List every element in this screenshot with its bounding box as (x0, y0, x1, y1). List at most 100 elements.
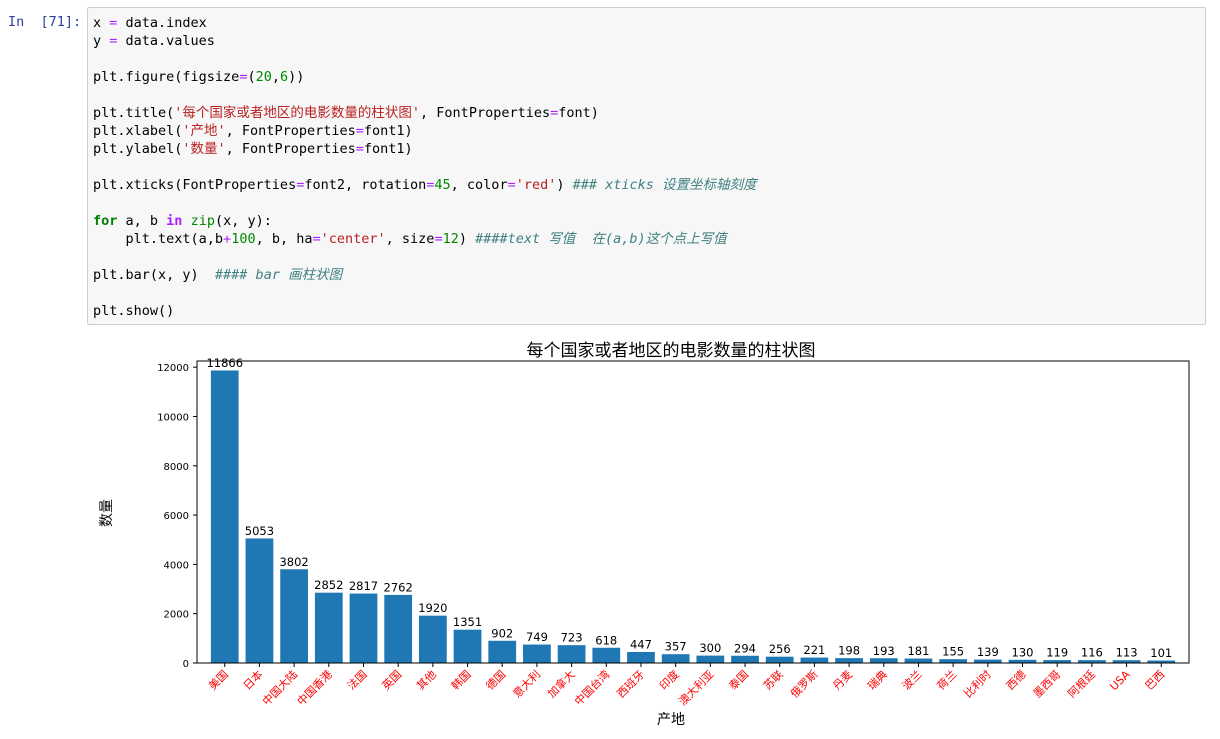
bar (765, 656, 794, 663)
bar-chart: 每个国家或者地区的电影数量的柱状图 产地 数量 0 2000 4000 6000 800… (99, 341, 1190, 728)
bar (869, 658, 898, 663)
bar (800, 657, 829, 663)
code-line-9: plt.text(a,b+100, b, ha='center', size=1… (93, 231, 727, 247)
code-line-5: plt.xlabel('产地', FontProperties=font1) (93, 123, 413, 139)
bar (314, 592, 343, 663)
bar (245, 538, 274, 663)
code-editor[interactable]: x = data.index y = data.values plt.figur… (93, 14, 757, 320)
x-tick-label: 墨西哥 (1031, 668, 1064, 701)
bar (280, 569, 308, 663)
cell-output: 每个国家或者地区的电影数量的柱状图 产地 数量 0 2000 4000 6000 800… (87, 330, 1207, 735)
value-label: 2817 (349, 579, 378, 593)
x-tick-label: 中国香港 (295, 668, 335, 708)
bar (904, 658, 933, 663)
x-tick-label: 印度 (656, 667, 681, 692)
bar (384, 594, 413, 663)
bar (1112, 660, 1141, 663)
x-tick-label: 澳大利亚 (675, 667, 716, 708)
bar (731, 655, 759, 663)
value-label: 193 (873, 644, 895, 658)
value-label: 155 (942, 645, 964, 659)
value-label: 113 (1116, 646, 1138, 660)
x-axis-label: 产地 (657, 712, 685, 728)
x-tick-label: 瑞典 (864, 667, 889, 692)
cell-prompt: In [71]: (8, 14, 82, 30)
y-tick-label: 4000 (164, 560, 189, 571)
code-line-4: plt.title('每个国家或者地区的电影数量的柱状图', FontPrope… (93, 105, 599, 121)
bar (696, 655, 725, 663)
bar (973, 659, 1002, 663)
bar (1043, 660, 1072, 663)
bar (592, 647, 621, 663)
y-axis: 0 2000 4000 6000 8000 10000 12000 (157, 363, 197, 670)
x-tick-label: 西德 (1003, 667, 1028, 692)
code-line-11: plt.show() (93, 303, 175, 319)
bar (453, 629, 482, 663)
bar (418, 615, 447, 663)
bar (1078, 660, 1106, 663)
value-label: 723 (561, 631, 583, 645)
value-label: 1920 (418, 601, 447, 615)
value-label: 749 (526, 630, 548, 644)
code-cell[interactable]: x = data.index y = data.values plt.figur… (87, 7, 1206, 325)
y-tick-label: 2000 (164, 610, 189, 621)
code-line-6: plt.ylabel('数量', FontProperties=font1) (93, 141, 413, 157)
code-line-7: plt.xticks(FontProperties=font2, rotatio… (93, 177, 757, 193)
value-label: 181 (907, 644, 929, 658)
bar (939, 659, 968, 663)
x-tick-label: 法国 (344, 667, 369, 692)
code-line-10: plt.bar(x, y) #### bar 画柱状图 (93, 267, 343, 283)
value-label: 300 (699, 641, 721, 655)
value-label: 902 (491, 626, 513, 640)
bar (488, 640, 517, 663)
x-tick-label: 英国 (379, 667, 404, 692)
bar (627, 651, 655, 663)
value-label: 1351 (453, 615, 482, 629)
bar (349, 593, 378, 663)
value-label: 119 (1046, 646, 1068, 660)
code-line-2: y = data.values (93, 33, 215, 49)
x-tick-label: USA (1107, 668, 1133, 694)
x-tick-label: 苏联 (761, 668, 786, 693)
x-tick-label: 巴西 (1143, 668, 1168, 693)
value-label: 139 (977, 645, 999, 659)
x-tick-label: 韩国 (448, 667, 473, 692)
x-tick-label: 荷兰 (935, 668, 960, 693)
bar (557, 645, 586, 663)
plot-frame (196, 360, 1190, 664)
x-tick-label: 俄罗斯 (788, 668, 821, 701)
code-line-8: for a, b in zip(x, y): (93, 213, 272, 229)
code-line-3: plt.figure(figsize=(20,6)) (93, 69, 305, 85)
value-label: 116 (1081, 646, 1103, 660)
value-label: 11866 (206, 356, 243, 370)
x-tick-label: 中国大陆 (259, 667, 300, 708)
bars-group (210, 370, 1176, 663)
value-label: 256 (769, 642, 791, 656)
x-tick-label: 丹麦 (830, 668, 855, 693)
value-label: 2852 (314, 578, 343, 592)
bar (835, 658, 863, 663)
x-tick-label: 意大利 (510, 667, 543, 700)
x-tick-label: 美国 (206, 668, 231, 693)
y-axis-label: 数量 (99, 499, 115, 527)
y-tick-label: 10000 (157, 412, 189, 423)
bar (210, 370, 239, 663)
value-label: 3802 (279, 555, 308, 569)
value-labels: 11866 5053 3802 2852 2817 2762 1920 1351 902 749 7… (206, 356, 1172, 660)
y-tick-label: 6000 (164, 511, 189, 522)
value-label: 294 (734, 641, 756, 655)
x-tick-label: 德国 (483, 667, 508, 692)
value-label: 130 (1012, 645, 1034, 659)
value-label: 447 (630, 638, 652, 652)
code-line-1: x = data.index (93, 15, 207, 31)
value-label: 618 (595, 633, 617, 647)
value-label: 101 (1150, 646, 1172, 660)
value-label: 2762 (384, 580, 413, 594)
bar (1147, 660, 1176, 663)
x-tick-label: 泰国 (726, 667, 751, 692)
x-tick-label: 中国台湾 (571, 667, 612, 708)
x-tick-label: 加拿大 (544, 667, 577, 700)
x-tick-label: 比利时 (961, 668, 994, 701)
value-label: 5053 (245, 524, 274, 538)
